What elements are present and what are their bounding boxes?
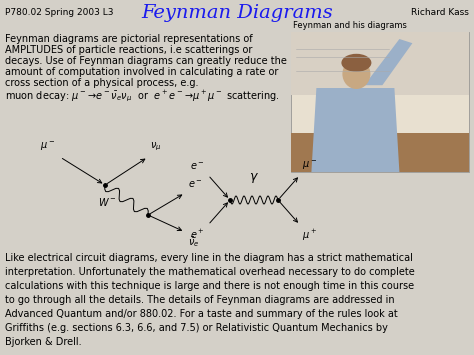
Text: muon decay: $\mu^-\!\rightarrow\!e^-\bar{\nu}_e\nu_\mu$  or  $e^+e^-\!\rightarro: muon decay: $\mu^-\!\rightarrow\!e^-\bar… xyxy=(5,89,280,104)
Ellipse shape xyxy=(341,54,372,72)
Text: $\nu_\mu$: $\nu_\mu$ xyxy=(150,141,162,153)
Text: Richard Kass: Richard Kass xyxy=(411,8,469,17)
Text: P780.02 Spring 2003 L3: P780.02 Spring 2003 L3 xyxy=(5,8,113,17)
Bar xyxy=(291,32,469,95)
Text: decays. Use of Feynman diagrams can greatly reduce the: decays. Use of Feynman diagrams can grea… xyxy=(5,56,287,66)
Bar xyxy=(291,133,469,172)
Text: interpretation. Unfortunately the mathematical overhead necessary to do complete: interpretation. Unfortunately the mathem… xyxy=(5,267,415,277)
Text: to go through all the details. The details of Feynman diagrams are addressed in: to go through all the details. The detai… xyxy=(5,295,395,305)
Text: Griffiths (e.g. sections 6.3, 6.6, and 7.5) or Relativistic Quantum Mechanics by: Griffiths (e.g. sections 6.3, 6.6, and 7… xyxy=(5,323,388,333)
Text: $\bar{\nu}_e$: $\bar{\nu}_e$ xyxy=(188,235,200,249)
Text: cross section of a physical process, e.g.: cross section of a physical process, e.g… xyxy=(5,78,199,88)
Text: $\mu^-$: $\mu^-$ xyxy=(40,140,55,153)
Text: $\gamma$: $\gamma$ xyxy=(249,171,259,185)
Text: Like electrical circuit diagrams, every line in the diagram has a strict mathema: Like electrical circuit diagrams, every … xyxy=(5,253,413,263)
Polygon shape xyxy=(311,88,400,172)
Text: Bjorken & Drell.: Bjorken & Drell. xyxy=(5,337,82,347)
Polygon shape xyxy=(365,39,412,85)
Text: Feynman diagrams are pictorial representations of: Feynman diagrams are pictorial represent… xyxy=(5,34,253,44)
Text: Advanced Quantum and/or 880.02. For a taste and summary of the rules look at: Advanced Quantum and/or 880.02. For a ta… xyxy=(5,309,398,319)
Ellipse shape xyxy=(342,59,370,89)
Text: $e^+$: $e^+$ xyxy=(191,228,205,241)
Bar xyxy=(291,32,469,172)
Text: $W^-$: $W^-$ xyxy=(98,196,117,208)
Text: $\mu^-$: $\mu^-$ xyxy=(302,159,317,172)
Text: $e^-$: $e^-$ xyxy=(190,161,205,172)
Text: Feynman Diagrams: Feynman Diagrams xyxy=(141,4,333,22)
Text: amount of computation involved in calculating a rate or: amount of computation involved in calcul… xyxy=(5,67,278,77)
Text: AMPLTUDES of particle reactions, i.e scatterings or: AMPLTUDES of particle reactions, i.e sca… xyxy=(5,45,252,55)
Text: calculations with this technique is large and there is not enough time in this c: calculations with this technique is larg… xyxy=(5,281,414,291)
Text: Feynman and his diagrams: Feynman and his diagrams xyxy=(293,21,407,30)
Text: $e^-$: $e^-$ xyxy=(188,179,203,190)
Text: $\mu^+$: $\mu^+$ xyxy=(302,228,317,243)
